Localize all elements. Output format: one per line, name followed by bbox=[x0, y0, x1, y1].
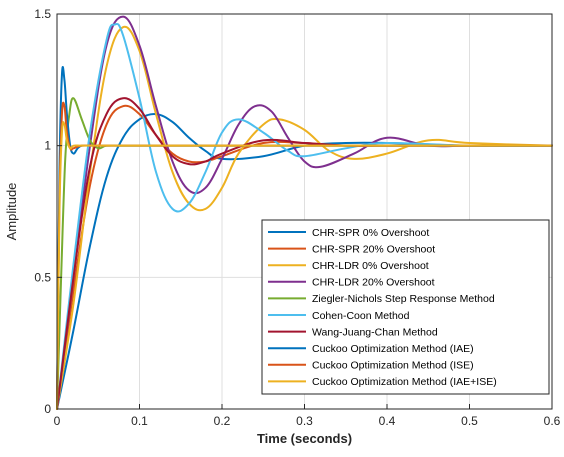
series-lines bbox=[56, 15, 553, 410]
series-line-6 bbox=[56, 22, 553, 410]
x-tick-label: 0.1 bbox=[131, 414, 148, 428]
x-tick-label: 0 bbox=[54, 414, 61, 428]
x-axis-label: Time (seconds) bbox=[257, 431, 352, 446]
legend-entry: CHR-LDR 20% Overshoot bbox=[312, 277, 435, 289]
legend-entry: Cuckoo Optimization Method (ISE) bbox=[312, 360, 474, 372]
y-tick-label: 1 bbox=[44, 139, 51, 153]
legend: CHR-SPR 0% Overshoot CHR-SPR 20% Overshoo… bbox=[261, 219, 550, 395]
legend-entry: Cuckoo Optimization Method (IAE) bbox=[312, 343, 474, 355]
y-tick-label: 0.5 bbox=[34, 270, 51, 284]
series-line-3 bbox=[56, 25, 553, 410]
series-line-10 bbox=[56, 121, 553, 410]
legend-entry: Ziegler-Nichols Step Response Method bbox=[312, 293, 495, 305]
legend-entry: Wang-Juang-Chan Method bbox=[312, 326, 438, 338]
x-tick-label: 0.2 bbox=[214, 414, 231, 428]
x-tick-label: 0.4 bbox=[379, 414, 396, 428]
legend-entry: Cohen-Coon Method bbox=[312, 310, 410, 322]
x-tick-label: 0.6 bbox=[544, 414, 561, 428]
legend-entry: CHR-SPR 0% Overshoot bbox=[312, 227, 429, 239]
legend-box bbox=[261, 219, 550, 395]
x-tick-label: 0.3 bbox=[296, 414, 313, 428]
y-tick-label: 1.5 bbox=[34, 7, 51, 21]
legend-entry: CHR-SPR 20% Overshoot bbox=[312, 243, 435, 255]
legend-entry: Cuckoo Optimization Method (IAE+ISE) bbox=[312, 376, 497, 388]
x-tick-label: 0.5 bbox=[461, 414, 478, 428]
tick-labels: 0 0.1 0.2 0.3 0.4 0.5 0.6 0 0.5 1 1.5 bbox=[34, 7, 560, 428]
series-line-1 bbox=[56, 112, 553, 410]
legend-entry: CHR-LDR 0% Overshoot bbox=[312, 260, 429, 272]
y-axis-label: Amplitude bbox=[4, 183, 19, 241]
y-tick-label: 0 bbox=[44, 402, 51, 416]
